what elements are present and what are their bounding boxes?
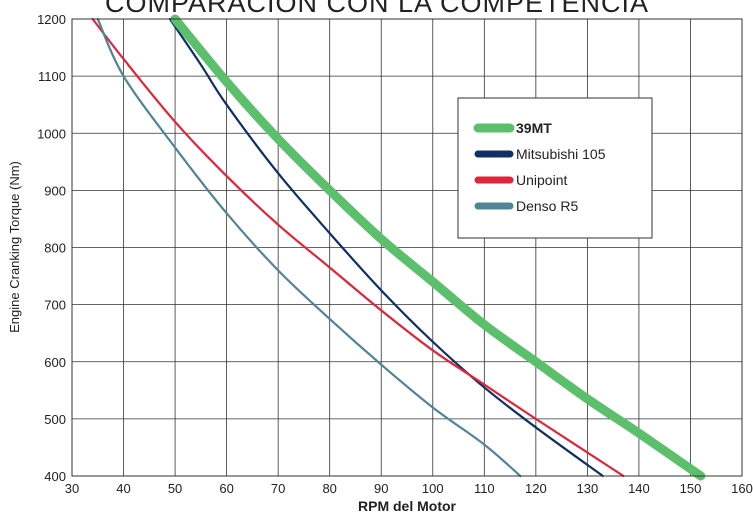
y-tick-label: 400 [44,469,66,484]
y-tick-label: 900 [44,183,66,198]
x-tick-label: 100 [422,481,444,496]
legend: 39MT Mitsubishi 105 Unipoint Denso R5 [457,97,653,239]
y-axis-label: Engine Cranking Torque (Nm) [7,161,22,333]
x-tick-label: 110 [474,481,495,496]
y-tick-label: 1100 [38,69,66,84]
x-tick-label: 80 [322,481,336,496]
x-tick-label: 150 [680,481,702,496]
grid [71,18,743,477]
plot-frame [71,18,743,477]
x-tick-label: 120 [525,481,547,496]
y-tick-label: 600 [44,355,66,370]
legend-label-39mt: 39MT [516,120,552,136]
x-tick-label: 50 [168,481,182,496]
chart-title: COMPARACIÓN CON LA COMPETENCIA [105,0,649,18]
series-line-mitsubishi-105 [168,17,604,478]
series-line-39mt [170,14,706,481]
series-line-unipoint [91,17,625,478]
series-line-denso-r5 [96,17,522,478]
x-tick-label: 70 [271,481,285,496]
axes: 30 40 50 60 70 80 90 100 110 120 130 140 150 160 400 50… [37,12,753,496]
series-layer [91,14,706,481]
x-tick-label: 140 [628,481,650,496]
x-axis-label: RPM del Motor [358,498,457,514]
legend-label-mitsubishi-105: Mitsubishi 105 [516,146,606,162]
y-tick-label: 1200 [37,12,66,27]
x-tick-label: 90 [374,481,388,496]
y-tick-label: 500 [44,412,66,427]
x-tick-label: 30 [65,481,79,496]
x-tick-label: 160 [731,481,753,496]
legend-box [457,97,653,239]
y-tick-label: 1000 [37,126,66,141]
x-tick-label: 60 [219,481,233,496]
legend-label-unipoint: Unipoint [516,172,567,188]
legend-label-denso-r5: Denso R5 [516,198,578,214]
y-tick-label: 700 [44,298,66,313]
x-tick-label: 40 [116,481,130,496]
x-tick-label: 130 [577,481,599,496]
y-tick-label: 800 [44,241,66,256]
